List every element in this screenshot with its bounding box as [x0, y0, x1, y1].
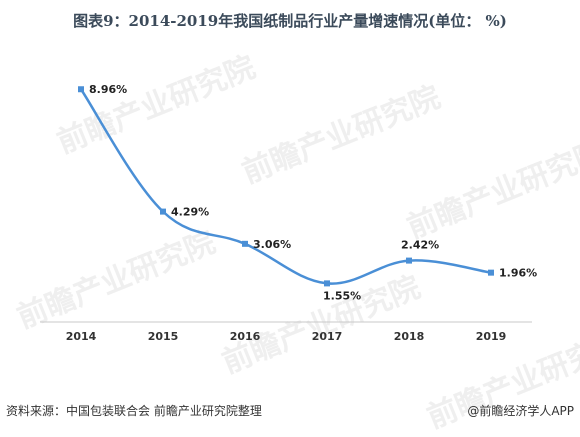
data-label-2015: 4.29% [171, 206, 209, 219]
series-line [79, 88, 492, 285]
x-tick-label-2014: 2014 [66, 330, 97, 343]
source-note: 资料来源：中国包装联合会 前瞻产业研究院整理 [6, 404, 262, 418]
data-point-2015 [160, 208, 166, 215]
x-tick-label-2018: 2018 [394, 330, 425, 343]
credit-note: @前瞻经济学人APP [467, 404, 574, 418]
data-label-2014: 8.96% [89, 83, 127, 96]
data-point-2019 [488, 269, 494, 276]
data-point-2018 [406, 257, 412, 264]
data-label-2017: 1.55% [323, 289, 361, 302]
data-point-2014 [78, 86, 84, 93]
data-point-2017 [324, 280, 330, 287]
x-tick-label-2017: 2017 [312, 330, 343, 343]
line-chart: 8.96% 4.29% 3.06% 1.55% 2.42% 1.96% 2014 2015 20… [40, 83, 537, 343]
x-tick-label-2019: 2019 [476, 330, 507, 343]
data-label-2019: 1.96% [499, 267, 537, 280]
x-tick-label-2016: 2016 [230, 330, 261, 343]
data-label-2018: 2.42% [401, 239, 439, 252]
data-label-2016: 3.06% [253, 238, 291, 251]
chart-title: 图表9：2014-2019年我国纸制品行业产量增速情况(单位： %) [73, 12, 507, 30]
data-point-2016 [242, 240, 248, 247]
x-tick-label-2015: 2015 [148, 330, 179, 343]
